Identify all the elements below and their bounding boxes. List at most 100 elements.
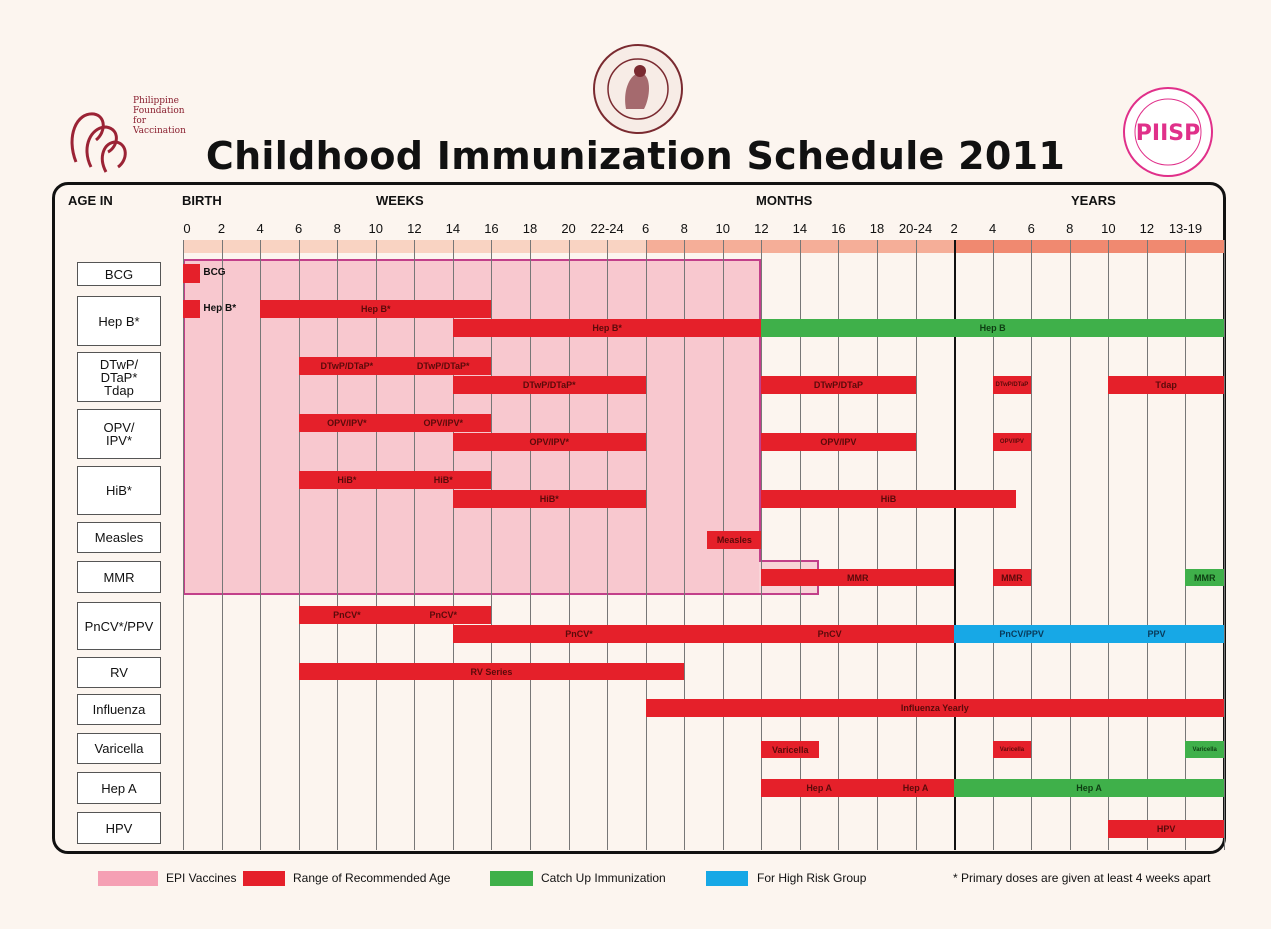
bar-label: PnCV/PPV	[999, 629, 1044, 639]
schedule-bar: Varicella	[992, 741, 1032, 758]
bar-label: MMR	[1193, 572, 1216, 583]
grid-line	[1069, 240, 1071, 850]
bar-label: Hep A	[806, 783, 832, 793]
svg-text:PIISP: PIISP	[1136, 121, 1200, 146]
schedule-bar: PPV	[1089, 625, 1224, 643]
grid-line	[530, 240, 531, 850]
bar-label: Hep A	[902, 783, 929, 793]
grid-line	[915, 240, 917, 850]
schedule-bar	[183, 264, 201, 283]
bar-label: PnCV	[817, 629, 842, 639]
row-label-measles: Measles	[77, 522, 161, 553]
tick-label: 8	[333, 221, 341, 236]
grid-line	[183, 240, 184, 850]
bar-label: DTwP/DTaP*	[320, 361, 374, 371]
legend-swatch-catch-up	[490, 871, 533, 886]
schedule-bar: RV Series	[298, 663, 685, 680]
schedule-bar: MMR	[992, 569, 1032, 586]
row-label-hib: HiB*	[77, 466, 161, 515]
tick-label: 10	[715, 221, 730, 236]
tick-label: 8	[1066, 221, 1074, 236]
grid-line	[221, 240, 223, 850]
header-weeks: WEEKS	[376, 193, 424, 208]
bar-label: RV Series	[470, 666, 513, 677]
bar-label: PnCV*	[429, 610, 457, 620]
row-label-rv: RV	[77, 657, 161, 688]
bar-label: HiB	[880, 493, 897, 504]
tick-label: 12	[407, 221, 422, 236]
bar-label: HiB*	[337, 474, 357, 485]
schedule-bar: Influenza Yearly	[645, 699, 1224, 717]
schedule-bar: PnCV* PnCV*	[298, 606, 492, 624]
grid-line	[992, 240, 994, 850]
schedule-bar: HiB*	[452, 489, 646, 508]
grid-line	[1185, 240, 1187, 850]
tick-label: 0	[183, 221, 191, 236]
bar-label: DTwP/DTaP*	[416, 361, 470, 371]
schedule-bar: OPV/IPV* OPV/IPV*	[298, 414, 492, 432]
grid-line	[684, 240, 686, 850]
row-label-hepb: Hep B*	[77, 296, 161, 346]
tick-label: 6	[1027, 221, 1035, 236]
grid-line	[838, 240, 840, 850]
bar-label: OPV/IPV	[820, 437, 857, 447]
tick-label: 8	[680, 221, 688, 236]
tick-label: 2	[950, 221, 958, 236]
bar-label: MMR	[846, 572, 869, 583]
bar-label: OPV/IPV	[999, 439, 1024, 445]
legend-label-high-risk: For High Risk Group	[757, 871, 867, 885]
header-age-in: AGE IN	[68, 193, 113, 208]
schedule-bar: Varicella	[1185, 741, 1224, 758]
tick-label: 18	[869, 221, 885, 236]
bar-side-label: BCG	[203, 267, 226, 278]
grid-line	[1108, 240, 1110, 850]
legend-label-recommended: Range of Recommended Age	[293, 871, 451, 885]
tick-label: 14	[792, 221, 808, 236]
schedule-bar: DTwP/DTaP*	[452, 376, 646, 394]
bar-label: Hep B*	[361, 304, 391, 314]
tick-label: 10	[1101, 221, 1116, 236]
schedule-bar: HiB* HiB*	[298, 470, 492, 489]
schedule-bar: Hep A	[761, 779, 877, 797]
schedule-bar: OPV/IPV	[992, 433, 1032, 451]
bar-label: HiB*	[433, 474, 453, 485]
grid-line	[954, 240, 957, 850]
bar-label: DTwP/DTaP	[813, 380, 864, 390]
tick-label: 22-24	[590, 221, 624, 236]
schedule-bar: Measles	[707, 531, 762, 549]
schedule-bar: Hep A	[954, 779, 1224, 797]
bar-label: Varicella	[771, 744, 809, 755]
page-title: Childhood Immunization Schedule 2011	[205, 134, 1066, 178]
row-label-opvipv: OPV/ IPV*	[77, 409, 161, 459]
schedule-bar: OPV/IPV	[761, 433, 916, 451]
header-months: MONTHS	[756, 193, 813, 208]
bar-label: Tdap	[1155, 380, 1177, 390]
schedule-bar: Varicella	[761, 741, 820, 758]
grid-line	[761, 240, 763, 850]
tick-label: 6	[295, 221, 303, 236]
pps-seal-logo	[593, 44, 683, 134]
tick-label: 13-19	[1168, 221, 1203, 236]
schedule-bar: DTwP/DTaP	[992, 376, 1032, 394]
grid-line	[877, 240, 878, 850]
schedule-bar: Hep B*	[260, 300, 492, 318]
bar-label: Hep B*	[592, 323, 622, 333]
grid-line	[452, 240, 454, 850]
pfv-logo-text: Philippine Foundation for Vaccination	[133, 96, 186, 136]
schedule-bar: OPV/IPV*	[452, 433, 646, 451]
schedule-bar: PnCV/PPV	[954, 625, 1090, 643]
row-label-bcg: BCG	[77, 262, 161, 286]
schedule-bar: Hep B*	[452, 319, 762, 337]
legend-label-catch-up: Catch Up Immunization	[541, 871, 666, 885]
schedule-bar: HPV	[1108, 820, 1224, 838]
grid-line	[298, 240, 300, 850]
schedule-bar: MMR	[1185, 569, 1224, 586]
bar-label: OPV/IPV*	[423, 418, 463, 428]
schedule-bar: HiB	[761, 489, 1016, 508]
grid-line	[1031, 240, 1033, 850]
grid-line	[260, 240, 262, 850]
bar-label: Measles	[716, 535, 752, 545]
age-band-years	[954, 240, 1224, 253]
grid-line	[1224, 240, 1225, 850]
